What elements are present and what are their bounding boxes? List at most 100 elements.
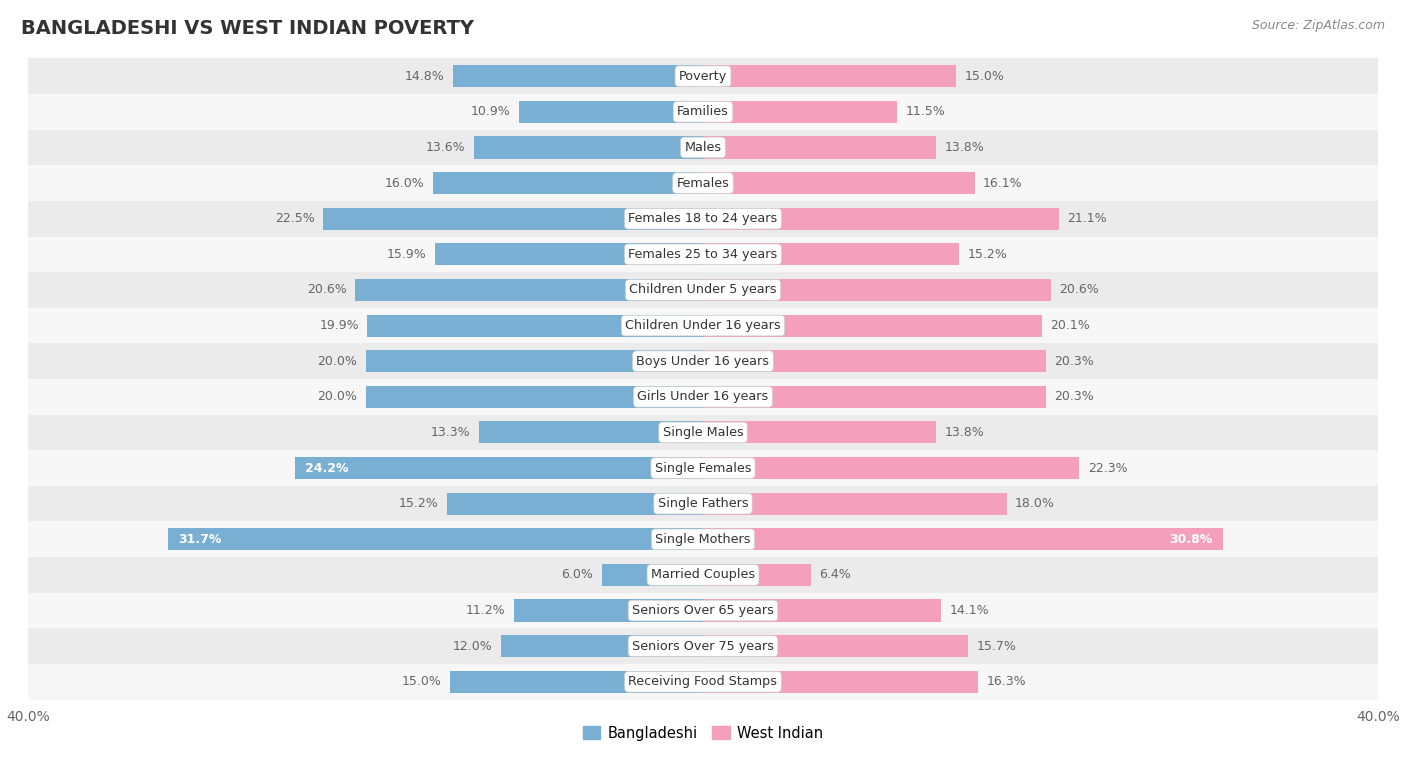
Bar bbox=[519, 101, 703, 123]
Text: 6.0%: 6.0% bbox=[561, 568, 593, 581]
Bar bbox=[433, 172, 703, 194]
Text: 13.3%: 13.3% bbox=[430, 426, 470, 439]
Bar bbox=[703, 136, 936, 158]
Bar bbox=[703, 635, 967, 657]
Text: 20.1%: 20.1% bbox=[1050, 319, 1090, 332]
Bar bbox=[478, 421, 703, 443]
Bar bbox=[703, 350, 1046, 372]
Text: Married Couples: Married Couples bbox=[651, 568, 755, 581]
Text: 20.6%: 20.6% bbox=[1059, 283, 1098, 296]
Bar bbox=[703, 386, 1046, 408]
Text: 10.9%: 10.9% bbox=[471, 105, 510, 118]
Text: 15.7%: 15.7% bbox=[976, 640, 1017, 653]
Text: Females 18 to 24 years: Females 18 to 24 years bbox=[628, 212, 778, 225]
Bar bbox=[703, 528, 1223, 550]
Text: 15.2%: 15.2% bbox=[398, 497, 439, 510]
Text: Children Under 16 years: Children Under 16 years bbox=[626, 319, 780, 332]
Text: 15.9%: 15.9% bbox=[387, 248, 426, 261]
Bar bbox=[366, 350, 703, 372]
Bar bbox=[703, 600, 941, 622]
Text: Poverty: Poverty bbox=[679, 70, 727, 83]
Text: 22.3%: 22.3% bbox=[1088, 462, 1128, 475]
Bar bbox=[501, 635, 703, 657]
Bar bbox=[28, 450, 1378, 486]
Bar bbox=[28, 379, 1378, 415]
Text: 13.8%: 13.8% bbox=[945, 141, 984, 154]
Text: Seniors Over 75 years: Seniors Over 75 years bbox=[633, 640, 773, 653]
Bar bbox=[28, 130, 1378, 165]
Bar bbox=[356, 279, 703, 301]
Bar bbox=[28, 415, 1378, 450]
Bar bbox=[323, 208, 703, 230]
Text: 16.0%: 16.0% bbox=[385, 177, 425, 190]
Text: 24.2%: 24.2% bbox=[305, 462, 349, 475]
Bar bbox=[366, 386, 703, 408]
Text: Girls Under 16 years: Girls Under 16 years bbox=[637, 390, 769, 403]
Text: BANGLADESHI VS WEST INDIAN POVERTY: BANGLADESHI VS WEST INDIAN POVERTY bbox=[21, 19, 474, 38]
Text: 13.8%: 13.8% bbox=[945, 426, 984, 439]
Text: 11.2%: 11.2% bbox=[465, 604, 506, 617]
Text: 20.3%: 20.3% bbox=[1054, 355, 1094, 368]
Bar bbox=[703, 671, 979, 693]
Text: Females 25 to 34 years: Females 25 to 34 years bbox=[628, 248, 778, 261]
Text: Single Males: Single Males bbox=[662, 426, 744, 439]
Bar bbox=[28, 236, 1378, 272]
Bar bbox=[28, 343, 1378, 379]
Text: 13.6%: 13.6% bbox=[426, 141, 465, 154]
Text: 14.1%: 14.1% bbox=[949, 604, 988, 617]
Text: Males: Males bbox=[685, 141, 721, 154]
Bar bbox=[474, 136, 703, 158]
Bar bbox=[703, 421, 936, 443]
Text: 15.2%: 15.2% bbox=[967, 248, 1008, 261]
Text: 21.1%: 21.1% bbox=[1067, 212, 1107, 225]
Bar bbox=[447, 493, 703, 515]
Text: 11.5%: 11.5% bbox=[905, 105, 945, 118]
Text: 31.7%: 31.7% bbox=[179, 533, 222, 546]
Bar bbox=[28, 308, 1378, 343]
Bar bbox=[28, 522, 1378, 557]
Bar bbox=[453, 65, 703, 87]
Text: 15.0%: 15.0% bbox=[965, 70, 1004, 83]
Text: Single Mothers: Single Mothers bbox=[655, 533, 751, 546]
Bar bbox=[703, 101, 897, 123]
Text: 18.0%: 18.0% bbox=[1015, 497, 1054, 510]
Bar bbox=[703, 208, 1059, 230]
Bar bbox=[28, 557, 1378, 593]
Bar bbox=[28, 94, 1378, 130]
Text: Source: ZipAtlas.com: Source: ZipAtlas.com bbox=[1251, 19, 1385, 32]
Bar bbox=[703, 65, 956, 87]
Text: 15.0%: 15.0% bbox=[402, 675, 441, 688]
Text: 20.0%: 20.0% bbox=[318, 355, 357, 368]
Text: Receiving Food Stamps: Receiving Food Stamps bbox=[628, 675, 778, 688]
Bar bbox=[28, 628, 1378, 664]
Bar bbox=[28, 201, 1378, 236]
Bar bbox=[703, 279, 1050, 301]
Bar bbox=[703, 243, 959, 265]
Text: 30.8%: 30.8% bbox=[1170, 533, 1212, 546]
Legend: Bangladeshi, West Indian: Bangladeshi, West Indian bbox=[576, 720, 830, 747]
Bar bbox=[28, 272, 1378, 308]
Text: 12.0%: 12.0% bbox=[453, 640, 492, 653]
Bar bbox=[28, 593, 1378, 628]
Bar bbox=[450, 671, 703, 693]
Text: 6.4%: 6.4% bbox=[820, 568, 851, 581]
Text: Females: Females bbox=[676, 177, 730, 190]
Text: Families: Families bbox=[678, 105, 728, 118]
Bar bbox=[169, 528, 703, 550]
Bar bbox=[28, 58, 1378, 94]
Bar bbox=[295, 457, 703, 479]
Text: Boys Under 16 years: Boys Under 16 years bbox=[637, 355, 769, 368]
Bar bbox=[515, 600, 703, 622]
Bar bbox=[703, 315, 1042, 337]
Bar bbox=[703, 457, 1080, 479]
Bar bbox=[703, 493, 1007, 515]
Text: 19.9%: 19.9% bbox=[319, 319, 359, 332]
Text: 20.3%: 20.3% bbox=[1054, 390, 1094, 403]
Text: 22.5%: 22.5% bbox=[276, 212, 315, 225]
Bar bbox=[367, 315, 703, 337]
Bar bbox=[602, 564, 703, 586]
Text: Seniors Over 65 years: Seniors Over 65 years bbox=[633, 604, 773, 617]
Bar bbox=[28, 165, 1378, 201]
Bar bbox=[703, 172, 974, 194]
Text: 14.8%: 14.8% bbox=[405, 70, 444, 83]
